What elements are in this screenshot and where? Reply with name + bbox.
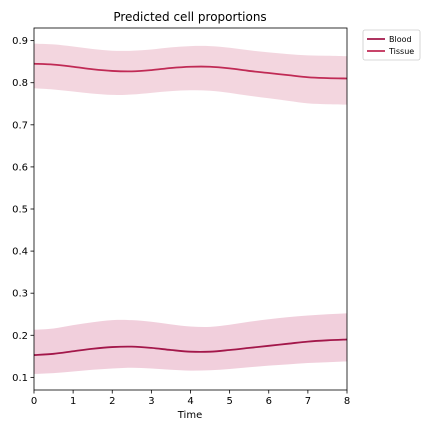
y-tick-label: 0.8 (12, 78, 28, 89)
legend-label-tissue: Tissue (388, 47, 414, 56)
y-tick-label: 0.9 (12, 36, 28, 47)
x-tick-label: 0 (31, 396, 37, 407)
x-tick-label: 8 (344, 396, 350, 407)
y-axis: 0.1 0.2 0.3 0.4 0.5 0.6 0.7 0.8 0.9 (12, 36, 34, 384)
tissue-series-line (33, 62, 348, 80)
tissue-confidence-band (34, 43, 347, 105)
legend-box (362, 29, 421, 61)
blood-confidence-band (34, 313, 347, 374)
x-tick-label: 3 (148, 396, 154, 407)
x-tick-label: 7 (305, 396, 311, 407)
y-tick-label: 0.6 (12, 162, 28, 173)
x-axis-label: Time (177, 410, 202, 421)
confidence-bands (34, 43, 347, 374)
y-tick-label: 0.3 (12, 289, 28, 300)
y-tick-label: 0.5 (12, 205, 28, 216)
x-tick-label: 2 (109, 396, 115, 407)
series-lines (33, 62, 348, 356)
x-tick-label: 4 (187, 396, 193, 407)
y-tick-label: 0.7 (12, 120, 28, 131)
legend: Blood Tissue (362, 29, 421, 61)
x-tick-label: 5 (226, 396, 232, 407)
y-tick-label: 0.2 (12, 331, 28, 342)
chart-title: Predicted cell proportions (113, 10, 266, 24)
x-axis: 0 1 2 3 4 5 6 7 8 (31, 390, 350, 407)
x-tick-label: 6 (266, 396, 272, 407)
y-tick-label: 0.4 (12, 247, 28, 258)
blood-series-line (33, 338, 348, 356)
legend-label-blood: Blood (389, 35, 412, 44)
x-tick-label: 1 (70, 396, 76, 407)
y-tick-label: 0.1 (12, 373, 28, 384)
